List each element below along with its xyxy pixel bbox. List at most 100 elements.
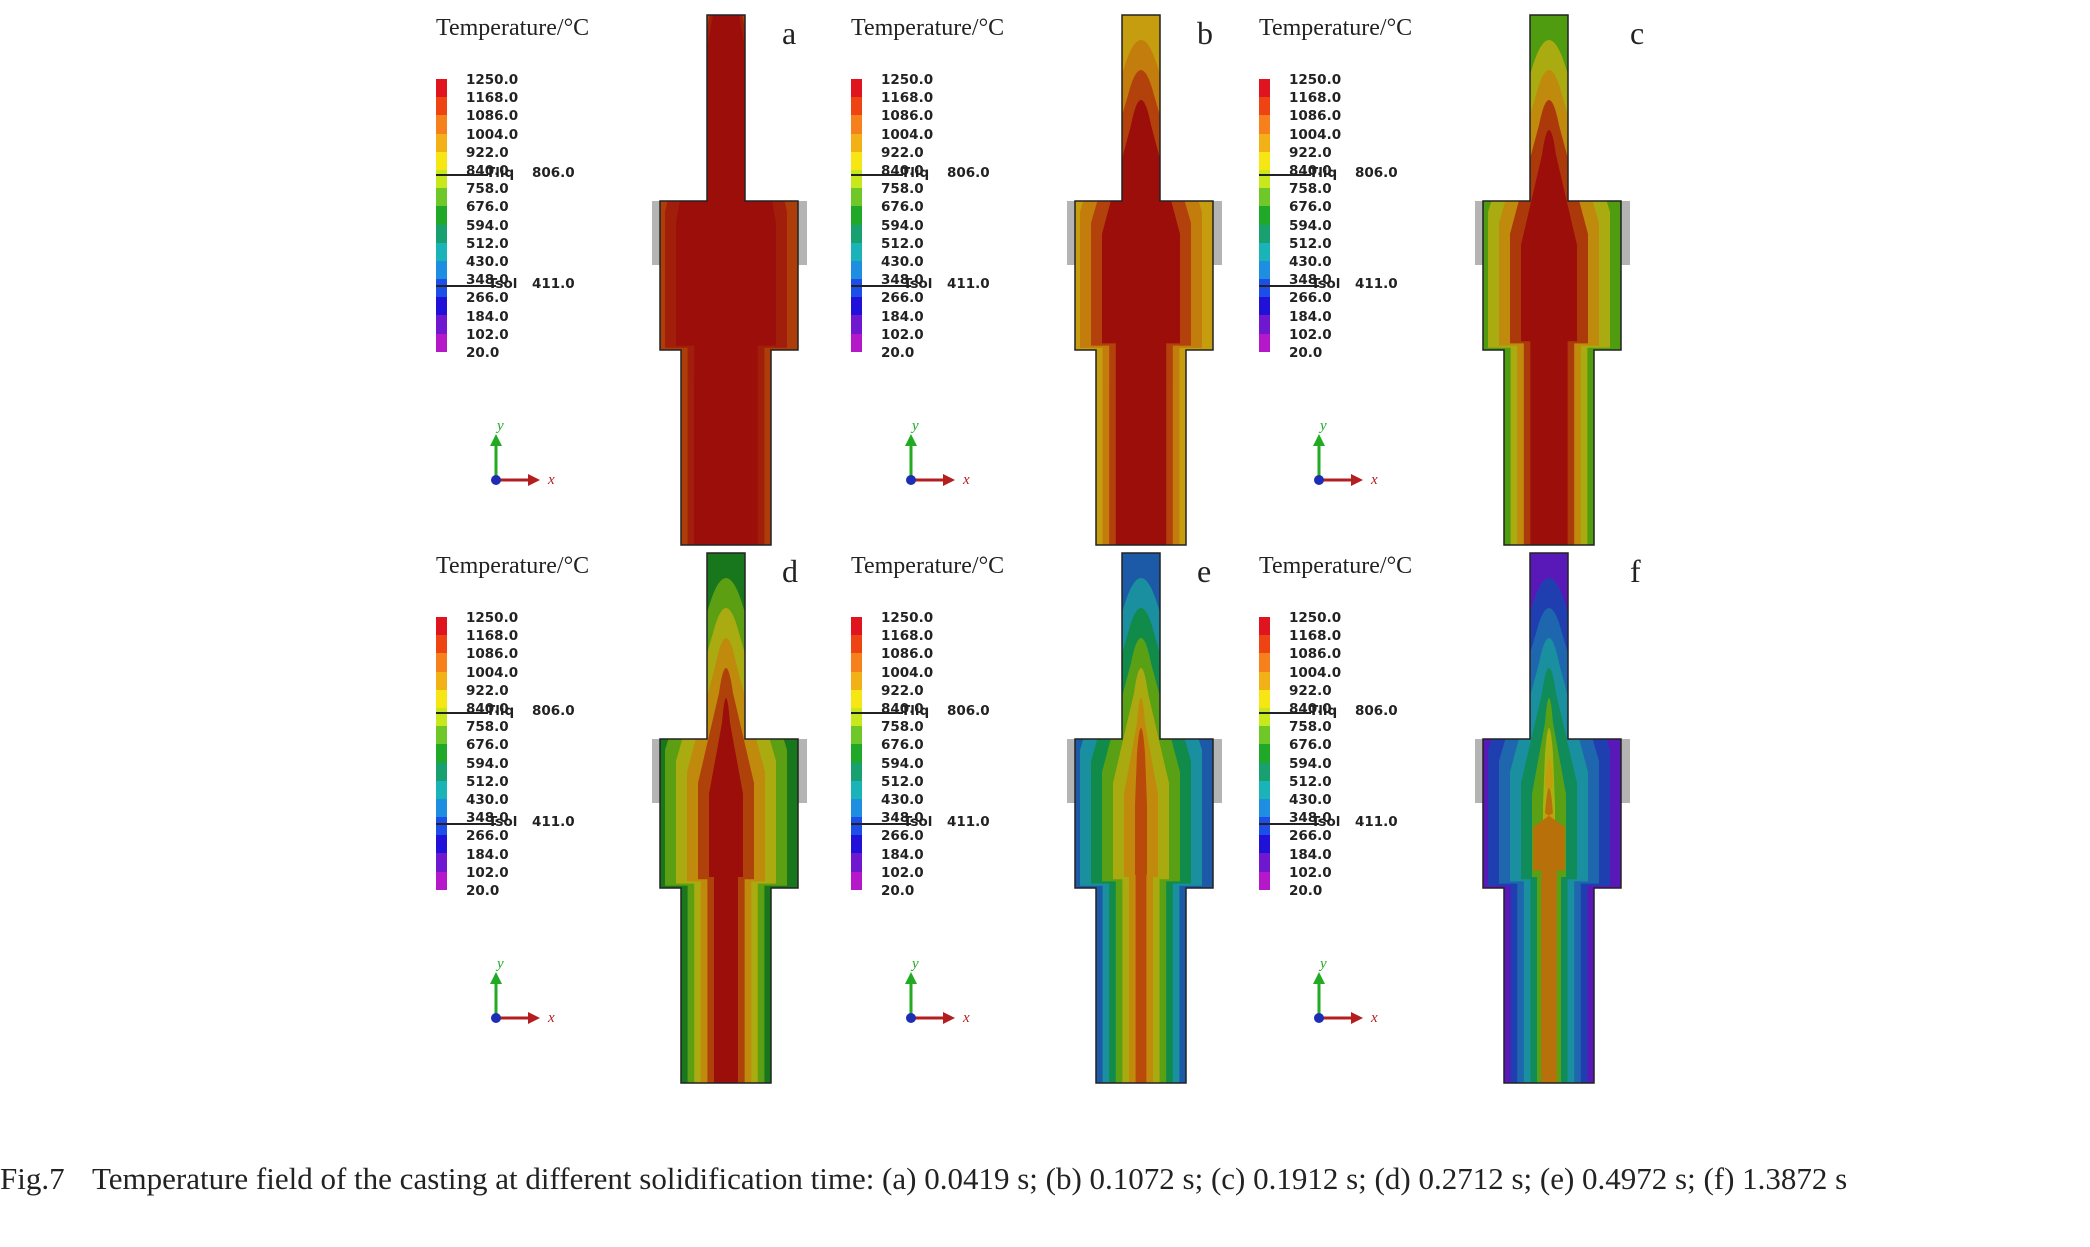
solidus-marker-line bbox=[436, 823, 496, 825]
color-scale-segment bbox=[1259, 726, 1270, 745]
liquidus-value: 806.0 bbox=[1355, 703, 1398, 719]
panel-f: Temperature/°C 1250.0 1168.0 1086.0 1004.0 92… bbox=[1259, 552, 1672, 1088]
panel-b: Temperature/°C 1250.0 1168.0 1086.0 1004.0 92… bbox=[851, 14, 1264, 550]
legend-tick-label: 758.0 bbox=[1289, 181, 1332, 198]
legend-tick-label: 758.0 bbox=[466, 181, 509, 198]
legend-tick-label: 1250.0 bbox=[1289, 72, 1342, 88]
color-scale-segment bbox=[851, 707, 862, 727]
liquidus-marker-line bbox=[436, 712, 488, 714]
solidus-label: Tsol bbox=[903, 276, 933, 292]
legend-tick-label: 1004.0 bbox=[466, 126, 519, 143]
solidus-value: 411.0 bbox=[532, 276, 575, 292]
color-scale-segment bbox=[1259, 798, 1270, 818]
legend-tick-label: 20.0 bbox=[881, 883, 915, 899]
legend-tick-label: 676.0 bbox=[881, 199, 924, 216]
color-scale-segment bbox=[1259, 79, 1270, 98]
color-scale-bar bbox=[436, 617, 447, 890]
legend-tick-label: 676.0 bbox=[466, 199, 509, 216]
color-scale-segment bbox=[851, 279, 862, 298]
legend-tick-label: 20.0 bbox=[1289, 345, 1323, 361]
color-scale-segment bbox=[1259, 188, 1270, 207]
color-scale-bar bbox=[1259, 79, 1270, 352]
legend-tick-label: 184.0 bbox=[881, 308, 924, 325]
color-scale-segment bbox=[851, 798, 862, 818]
color-legend: 1250.0 1168.0 1086.0 1004.0 922.0 840.0 758.0 6… bbox=[1259, 611, 1399, 913]
color-scale-segment bbox=[851, 79, 862, 98]
legend-tick-label: 102.0 bbox=[466, 864, 509, 881]
legend-tick-label: 922.0 bbox=[881, 144, 924, 161]
x-axis-label: x bbox=[962, 1010, 970, 1026]
legend-title: Temperature/°C bbox=[1259, 15, 1413, 41]
color-scale-segment bbox=[436, 260, 447, 280]
coordinate-axes-icon: yx bbox=[490, 420, 555, 488]
color-scale-segment bbox=[851, 115, 862, 134]
legend-tick-label: 430.0 bbox=[1289, 792, 1332, 808]
color-legend: 1250.0 1168.0 1086.0 1004.0 922.0 840.0 758.0 6… bbox=[436, 73, 576, 375]
legend-tick-label: 102.0 bbox=[466, 326, 509, 343]
caption-text: Temperature field of the casting at diff… bbox=[92, 1161, 1848, 1196]
legend-tick-label: 512.0 bbox=[1289, 235, 1332, 252]
color-scale-segment bbox=[1259, 169, 1270, 189]
color-scale-segment bbox=[436, 707, 447, 727]
casting-temperature-field bbox=[1475, 552, 1630, 1084]
legend-tick-label: 102.0 bbox=[1289, 864, 1332, 881]
color-scale-segment bbox=[436, 726, 447, 745]
color-legend: 1250.0 1168.0 1086.0 1004.0 922.0 840.0 758.0 6… bbox=[851, 72, 991, 375]
y-axis-label: y bbox=[910, 958, 919, 972]
legend-tick-label: 512.0 bbox=[881, 773, 924, 790]
color-scale-segment bbox=[851, 224, 862, 243]
color-scale-segment bbox=[1259, 333, 1270, 352]
legend-tick-label: 266.0 bbox=[1289, 290, 1332, 307]
color-scale-segment bbox=[436, 169, 447, 189]
color-scale-segment bbox=[851, 762, 862, 781]
y-axis-label: y bbox=[1318, 958, 1327, 972]
color-scale-segment bbox=[436, 798, 447, 818]
liquidus-value: 806.0 bbox=[947, 703, 990, 719]
color-scale-segment bbox=[436, 188, 447, 207]
color-scale-segment bbox=[436, 671, 447, 690]
legend-tick-label: 348.0 bbox=[466, 272, 509, 289]
color-scale-segment bbox=[436, 835, 447, 854]
color-legend: 1250.0 1168.0 1086.0 1004.0 922.0 840.0 758.0 6… bbox=[851, 611, 991, 913]
legend-tick-label: 20.0 bbox=[466, 883, 500, 899]
legend-tick-label: 20.0 bbox=[1289, 883, 1323, 899]
color-scale-segment bbox=[851, 297, 862, 316]
color-scale-segment bbox=[851, 242, 862, 261]
color-scale-segment bbox=[851, 97, 862, 116]
color-scale-segment bbox=[1259, 260, 1270, 280]
solidus-marker-line bbox=[851, 823, 911, 825]
legend-tick-label: 1250.0 bbox=[881, 72, 934, 88]
liquidus-label: Tliq bbox=[486, 165, 515, 181]
y-axis-label: y bbox=[495, 420, 504, 434]
legend-tick-label: 1168.0 bbox=[466, 90, 519, 107]
legend-tick-label: 1168.0 bbox=[1289, 628, 1342, 645]
legend-tick-label: 266.0 bbox=[466, 828, 509, 845]
color-scale-segment bbox=[436, 133, 447, 152]
x-axis-label: x bbox=[547, 1010, 555, 1026]
color-scale-segment bbox=[1259, 835, 1270, 854]
color-scale-segment bbox=[436, 279, 447, 298]
liquidus-marker-line bbox=[1259, 712, 1311, 714]
caption-number: Fig.7 bbox=[0, 1161, 65, 1196]
color-scale-segment bbox=[851, 671, 862, 690]
legend-tick-label: 266.0 bbox=[1289, 828, 1332, 845]
color-scale-segment bbox=[851, 151, 862, 170]
color-scale-segment bbox=[1259, 115, 1270, 134]
legend-tick-label: 1168.0 bbox=[881, 90, 934, 107]
color-scale-segment bbox=[851, 853, 862, 872]
liquidus-label: Tliq bbox=[1309, 165, 1338, 181]
temperature-zone bbox=[1135, 728, 1147, 1083]
legend-tick-label: 922.0 bbox=[466, 682, 509, 699]
solidus-marker-line bbox=[851, 285, 911, 287]
legend-tick-label: 348.0 bbox=[881, 810, 924, 827]
color-scale-segment bbox=[436, 297, 447, 316]
legend-tick-label: 266.0 bbox=[881, 290, 924, 307]
casting-temperature-field bbox=[1067, 14, 1222, 546]
legend-tick-label: 1168.0 bbox=[466, 628, 519, 645]
casting-outline bbox=[659, 552, 799, 1084]
x-axis-label: x bbox=[1370, 1010, 1378, 1026]
casting-outline bbox=[659, 14, 799, 546]
color-scale-segment bbox=[851, 206, 862, 225]
legend-tick-label: 266.0 bbox=[466, 290, 509, 307]
solidus-label: Tsol bbox=[903, 814, 933, 830]
